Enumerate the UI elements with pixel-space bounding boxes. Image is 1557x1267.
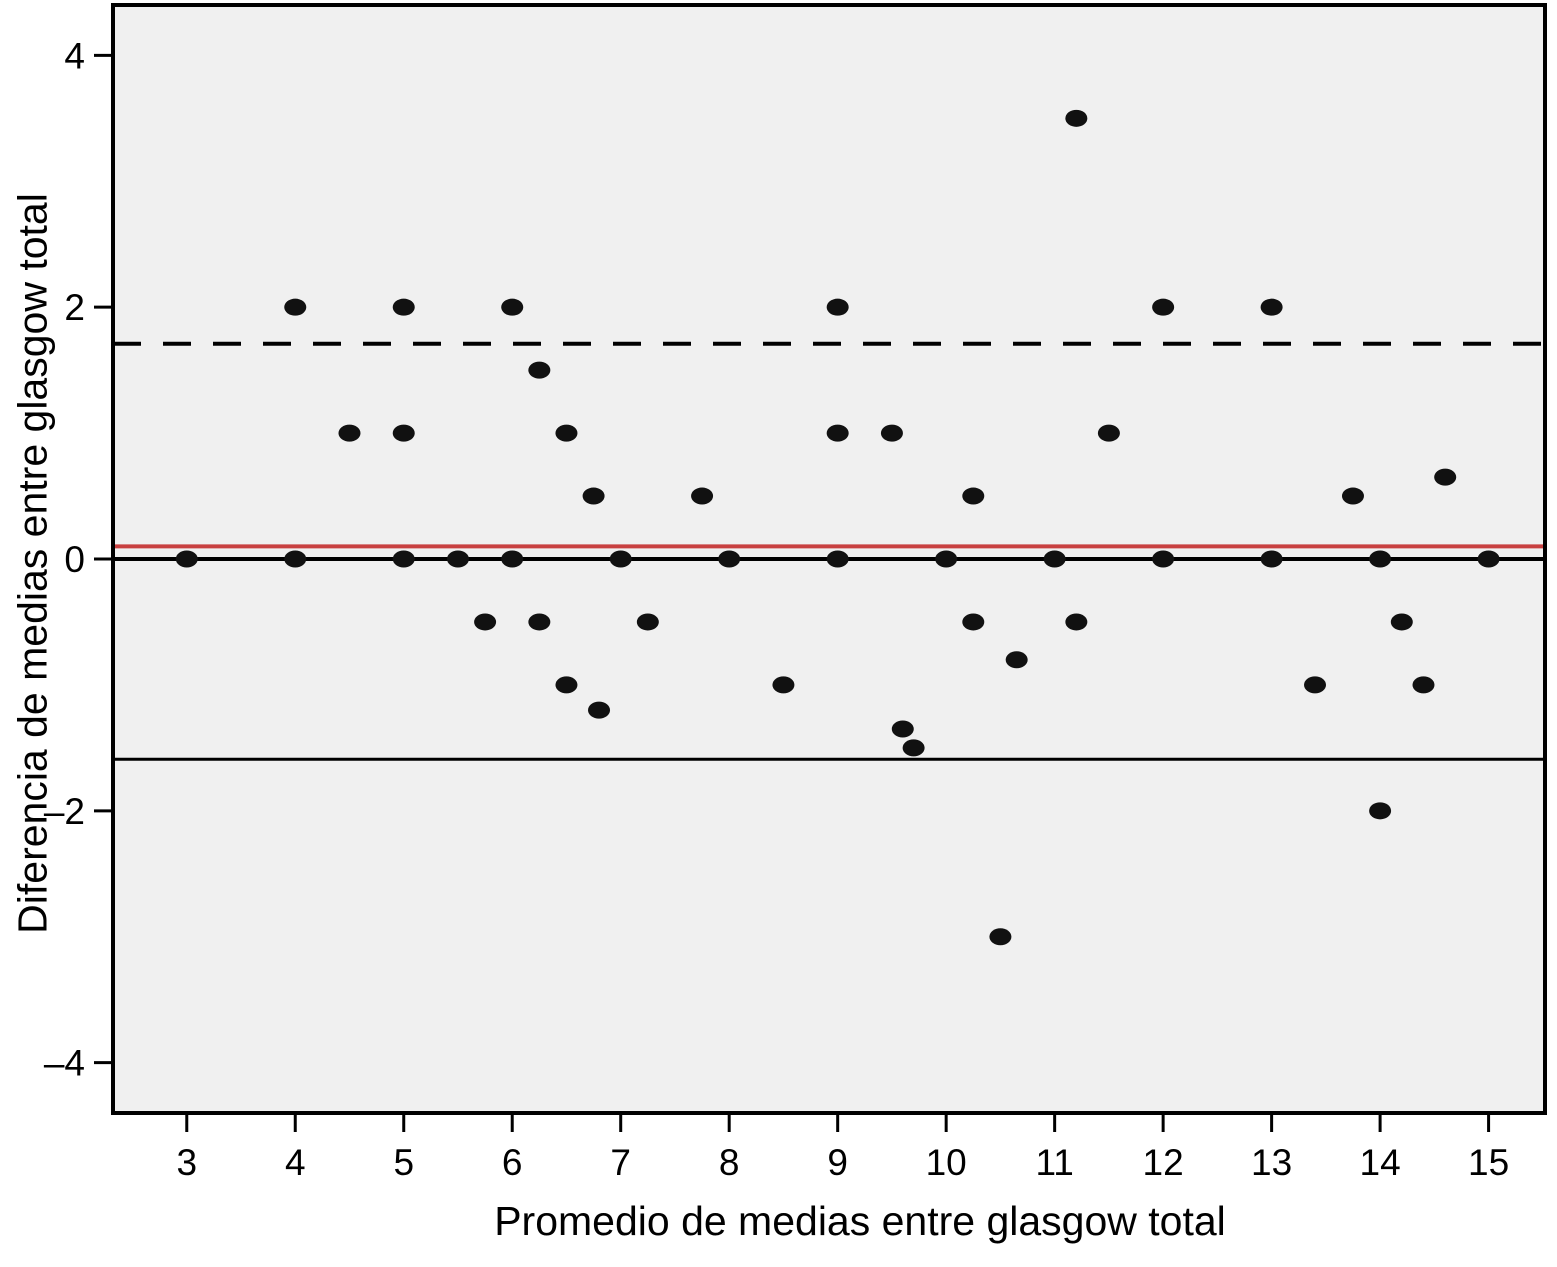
y-axis-title: Diferencia de medias entre glasgow total — [9, 193, 56, 934]
data-point — [1065, 109, 1088, 127]
x-axis-tick-label: 9 — [827, 1142, 848, 1183]
data-point — [691, 487, 714, 505]
data-point — [609, 550, 632, 568]
x-axis-tick-label: 14 — [1360, 1142, 1401, 1183]
data-point — [826, 424, 849, 442]
data-point — [989, 928, 1012, 946]
data-point — [1434, 468, 1457, 486]
data-point — [1043, 550, 1066, 568]
x-axis-tick-label: 4 — [285, 1142, 306, 1183]
x-axis-tick-label: 7 — [610, 1142, 631, 1183]
data-point — [501, 550, 524, 568]
data-point — [528, 613, 551, 631]
data-point — [935, 550, 958, 568]
data-point — [718, 550, 741, 568]
data-point — [1369, 550, 1392, 568]
data-point — [1304, 676, 1327, 694]
data-point — [1005, 651, 1028, 669]
data-point — [392, 424, 415, 442]
data-point — [284, 550, 307, 568]
y-axis-tick-label: 4 — [64, 35, 85, 76]
x-axis-tick-label: 3 — [176, 1142, 197, 1183]
data-point — [962, 487, 985, 505]
x-axis-tick-label: 15 — [1468, 1142, 1509, 1183]
data-point — [392, 550, 415, 568]
x-axis-tick-label: 10 — [926, 1142, 967, 1183]
data-point — [1065, 613, 1088, 631]
data-point — [1477, 550, 1500, 568]
data-point — [826, 550, 849, 568]
data-point — [392, 298, 415, 316]
data-point — [1097, 424, 1120, 442]
data-point — [582, 487, 605, 505]
data-point — [555, 676, 578, 694]
y-axis-tick-label: 2 — [64, 287, 85, 328]
y-axis-tick-label: –2 — [44, 791, 85, 832]
data-point — [891, 720, 914, 738]
x-axis-tick-label: 12 — [1143, 1142, 1184, 1183]
data-point — [1341, 487, 1364, 505]
data-point — [1152, 550, 1175, 568]
x-axis-tick-label: 5 — [393, 1142, 414, 1183]
data-point — [1412, 676, 1435, 694]
y-axis-tick-label: –4 — [44, 1043, 85, 1084]
y-axis-tick-label: 0 — [64, 539, 85, 580]
data-point — [528, 361, 551, 379]
x-axis-tick-label: 13 — [1251, 1142, 1292, 1183]
data-point — [636, 613, 659, 631]
data-point — [501, 298, 524, 316]
data-point — [555, 424, 578, 442]
data-point — [1152, 298, 1175, 316]
data-point — [880, 424, 903, 442]
data-point — [1390, 613, 1413, 631]
data-point — [588, 701, 611, 719]
data-point — [446, 550, 469, 568]
data-point — [474, 613, 497, 631]
data-point — [1369, 802, 1392, 820]
x-axis-title: Promedio de medias entre glasgow total — [494, 1198, 1226, 1244]
data-point — [175, 550, 198, 568]
data-point — [772, 676, 795, 694]
x-axis-tick-label: 6 — [502, 1142, 523, 1183]
x-axis-tick-label: 11 — [1035, 1142, 1073, 1183]
data-point — [902, 739, 925, 757]
data-point — [826, 298, 849, 316]
data-point — [1260, 298, 1283, 316]
data-point — [962, 613, 985, 631]
x-axis-tick-label: 8 — [719, 1142, 740, 1183]
data-point — [1260, 550, 1283, 568]
data-point — [338, 424, 361, 442]
data-point — [284, 298, 307, 316]
